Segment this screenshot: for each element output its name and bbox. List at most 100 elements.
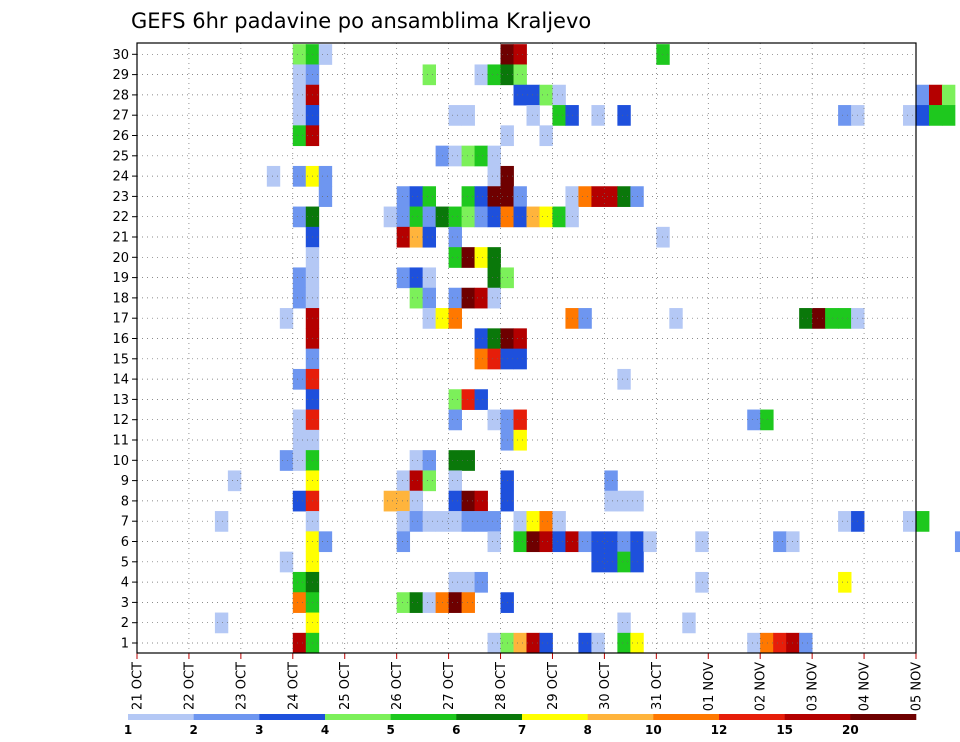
heatmap-cell <box>422 226 437 248</box>
heatmap-cell <box>279 551 294 573</box>
legend-swatch <box>325 714 391 720</box>
heatmap-cell <box>487 531 501 553</box>
heatmap-cell <box>799 632 813 654</box>
heatmap-cell <box>513 328 527 350</box>
legend-label: 2 <box>189 723 197 737</box>
heatmap-cell <box>383 206 398 228</box>
heatmap-cell <box>461 490 475 512</box>
heatmap-cell <box>409 287 424 309</box>
heatmap-cell <box>513 348 527 370</box>
heatmap-cell <box>448 592 462 613</box>
x-tick-label: 04 NOV <box>858 662 873 711</box>
heatmap-cell <box>916 511 930 532</box>
x-tick-label: 31 OCT <box>650 662 665 710</box>
heatmap-cell <box>591 105 605 126</box>
heatmap-cell <box>396 267 411 289</box>
heatmap-cell <box>513 186 527 207</box>
heatmap-cell <box>422 64 437 86</box>
heatmap-cell <box>799 308 813 329</box>
heatmap-cell <box>591 551 605 573</box>
heatmap-cell <box>318 44 333 65</box>
heatmap-cell <box>487 145 501 167</box>
y-tick-label: 4 <box>121 576 129 591</box>
heatmap-cell <box>474 490 488 512</box>
heatmap-cell <box>396 226 411 248</box>
heatmap-cell <box>396 470 411 492</box>
heatmap-cell <box>513 64 527 86</box>
heatmap-cell <box>604 470 618 492</box>
heatmap-cell <box>773 632 787 654</box>
heatmap-cell <box>396 511 411 532</box>
heatmap-cell <box>461 186 475 207</box>
heatmap-cell <box>526 531 540 553</box>
heatmap-cell <box>552 206 566 228</box>
heatmap-cell <box>409 226 424 248</box>
x-tick-label: 29 OCT <box>546 662 561 710</box>
y-tick-label: 29 <box>112 68 129 83</box>
heatmap-cell <box>617 105 631 126</box>
heatmap-cell <box>604 490 618 512</box>
heatmap-cell <box>422 450 437 471</box>
y-tick-label: 17 <box>112 312 129 327</box>
heatmap-cell <box>461 287 475 309</box>
x-tick-label: 30 OCT <box>598 662 613 710</box>
heatmap-cell <box>448 145 462 167</box>
heatmap-cell <box>461 105 475 126</box>
heatmap-cell <box>292 632 307 654</box>
heatmap-cell <box>292 206 307 228</box>
y-tick-label: 16 <box>112 332 129 347</box>
heatmap-cell <box>682 612 696 634</box>
heatmap-cell <box>422 287 437 309</box>
heatmap-cell <box>448 287 462 309</box>
heatmap-cell <box>474 247 488 268</box>
heatmap-cell <box>448 409 462 431</box>
legend-swatch <box>128 714 194 720</box>
y-tick-label: 2 <box>121 616 129 631</box>
heatmap-cell <box>617 490 631 512</box>
heatmap-cell <box>448 450 462 471</box>
heatmap-cell <box>928 84 943 106</box>
heatmap-cell <box>513 632 527 654</box>
heatmap-cell <box>513 206 527 228</box>
heatmap-cell <box>513 429 527 451</box>
heatmap-cell <box>448 206 462 228</box>
heatmap-cell <box>409 450 424 471</box>
heatmap-cell <box>422 206 437 228</box>
heatmap-cell <box>539 206 553 228</box>
heatmap-cell <box>422 186 437 207</box>
chart-title: GEFS 6hr padavine po ansamblima Kraljevo <box>131 9 591 33</box>
heatmap-cell <box>928 105 943 126</box>
heatmap-cell <box>292 409 307 431</box>
heatmap-cell <box>409 511 424 532</box>
heatmap-cell <box>279 450 294 471</box>
legend-label: 12 <box>711 723 728 737</box>
legend-label: 15 <box>776 723 793 737</box>
heatmap-cell <box>604 531 618 553</box>
heatmap-cell <box>617 551 631 573</box>
heatmap-cell <box>838 105 852 126</box>
heatmap-cell <box>474 64 488 86</box>
heatmap-cell <box>318 531 333 553</box>
heatmap-cell <box>617 186 631 207</box>
heatmap-cell <box>396 490 411 512</box>
y-tick-label: 19 <box>112 271 129 286</box>
y-tick-label: 26 <box>112 129 129 144</box>
x-tick-label: 05 NOV <box>910 662 925 711</box>
heatmap-cell <box>487 348 501 370</box>
heatmap-cell <box>838 511 852 532</box>
heatmap-cell <box>214 612 229 634</box>
heatmap-cell <box>461 511 475 532</box>
heatmap-cell <box>903 105 917 126</box>
heatmap-cell <box>487 409 501 431</box>
heatmap-cell <box>513 409 527 431</box>
heatmap-cell <box>461 145 475 167</box>
legend-label: 10 <box>645 723 662 737</box>
y-tick-label: 22 <box>112 210 129 225</box>
heatmap-cell <box>552 511 566 532</box>
heatmap-cell <box>448 105 462 126</box>
heatmap-cell <box>409 470 424 492</box>
heatmap-cell <box>591 531 605 553</box>
heatmap-cell <box>838 308 852 329</box>
heatmap-cell <box>539 511 553 532</box>
y-tick-label: 28 <box>112 88 129 103</box>
